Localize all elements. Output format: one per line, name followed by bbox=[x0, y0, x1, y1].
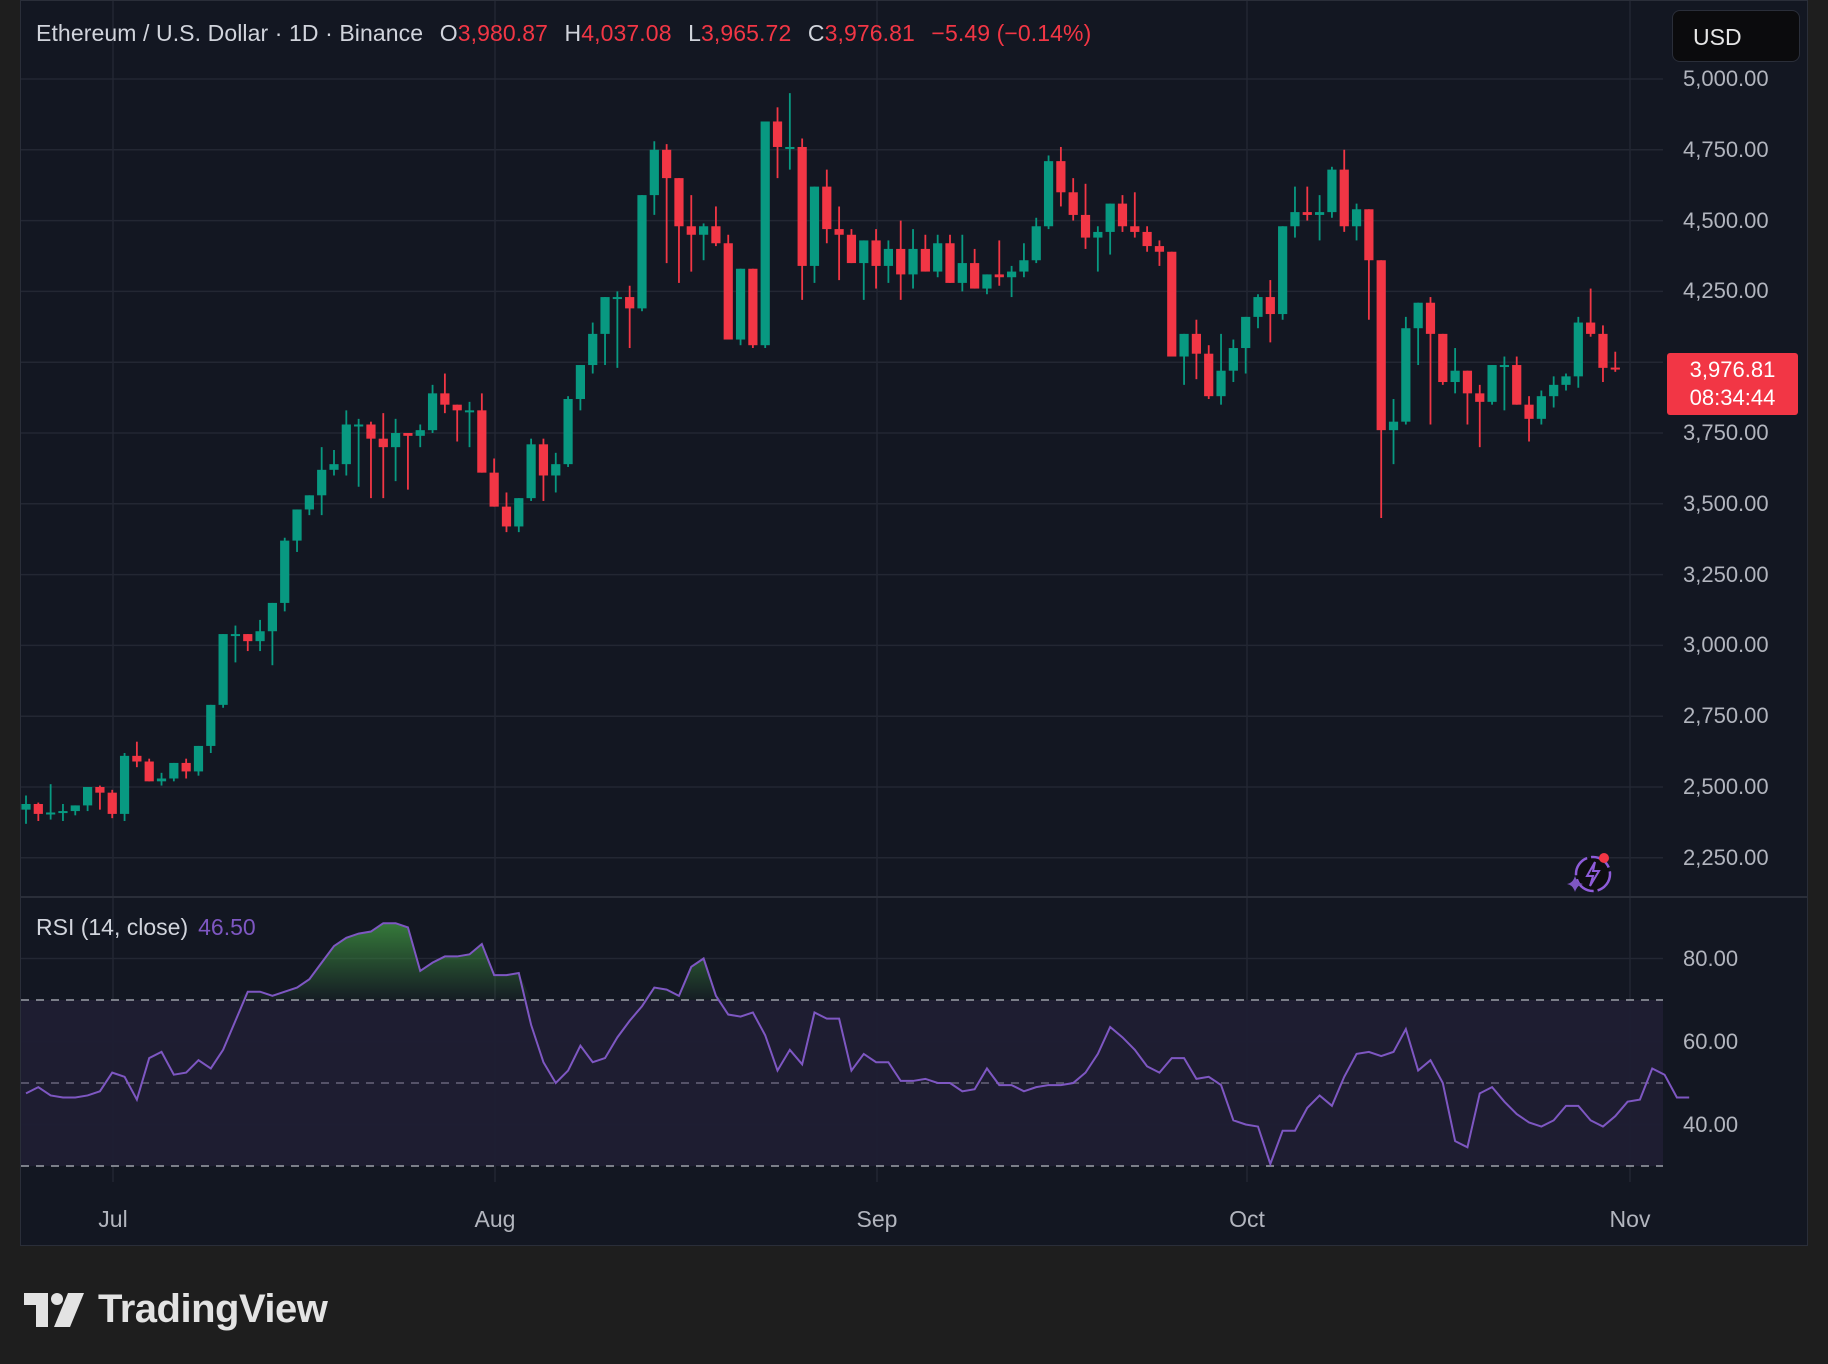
price-tick-label: 4,750.00 bbox=[1683, 136, 1769, 162]
rsi-band bbox=[21, 999, 1663, 1167]
open-label: O bbox=[439, 20, 458, 46]
time-tick-label: Jul bbox=[98, 1206, 128, 1232]
high-value: 4,037.08 bbox=[581, 20, 672, 46]
rsi-line bbox=[25, 922, 1690, 1167]
price-tick-label: 2,750.00 bbox=[1683, 703, 1769, 729]
low-value: 3,965.72 bbox=[701, 20, 792, 46]
currency-button[interactable]: USD bbox=[1672, 10, 1800, 62]
rsi-title[interactable]: RSI (14, close) bbox=[36, 914, 189, 940]
price-tick-label: 2,250.00 bbox=[1683, 844, 1769, 870]
symbol-title[interactable]: Ethereum / U.S. Dollar · 1D · Binance bbox=[36, 20, 424, 46]
price-tick-label: 4,250.00 bbox=[1683, 278, 1769, 304]
tradingview-logo[interactable]: TradingView bbox=[24, 1287, 328, 1332]
ai-assistant-icon[interactable] bbox=[1563, 850, 1615, 896]
bar-countdown: 08:34:44 bbox=[1689, 385, 1776, 410]
last-price-badge: 3,976.81 08:34:44 bbox=[1667, 353, 1798, 415]
candlestick-series bbox=[21, 93, 1620, 824]
price-tick-label: 3,000.00 bbox=[1683, 632, 1769, 658]
price-tick-label: 2,500.00 bbox=[1683, 774, 1769, 799]
price-tick-label: 5,000.00 bbox=[1683, 66, 1769, 91]
rsi-value: 46.50 bbox=[198, 914, 256, 940]
time-tick-label: Aug bbox=[474, 1206, 516, 1232]
tradingview-logo-text: TradingView bbox=[98, 1287, 328, 1331]
high-label: H bbox=[564, 20, 582, 46]
rsi-tick-label: 40.00 bbox=[1683, 1111, 1739, 1137]
price-tick-label: 4,500.00 bbox=[1683, 207, 1769, 233]
close-label: C bbox=[807, 20, 825, 46]
low-label: L bbox=[688, 20, 701, 46]
rsi-tick-label: 80.00 bbox=[1683, 945, 1739, 971]
tradingview-logo-icon bbox=[24, 1292, 84, 1327]
price-tick-label: 3,250.00 bbox=[1683, 561, 1769, 587]
rsi-legend: RSI (14, close) 46.50 bbox=[36, 914, 256, 941]
change-value: −5.49 (−0.14%) bbox=[931, 20, 1092, 46]
time-tick-label: Nov bbox=[1609, 1206, 1651, 1232]
time-tick-label: Oct bbox=[1229, 1206, 1265, 1232]
open-value: 3,980.87 bbox=[457, 20, 549, 46]
last-price: 3,976.81 bbox=[1689, 357, 1776, 382]
rsi-tick-label: 60.00 bbox=[1683, 1028, 1739, 1054]
chart-canvas[interactable] bbox=[0, 0, 1828, 1250]
close-value: 3,976.81 bbox=[824, 20, 915, 46]
price-tick-label: 3,500.00 bbox=[1683, 490, 1769, 516]
symbol-legend: Ethereum / U.S. Dollar · 1D · Binance O3… bbox=[36, 20, 1091, 47]
time-tick-label: Sep bbox=[856, 1206, 898, 1232]
price-tick-label: 3,750.00 bbox=[1683, 420, 1769, 445]
